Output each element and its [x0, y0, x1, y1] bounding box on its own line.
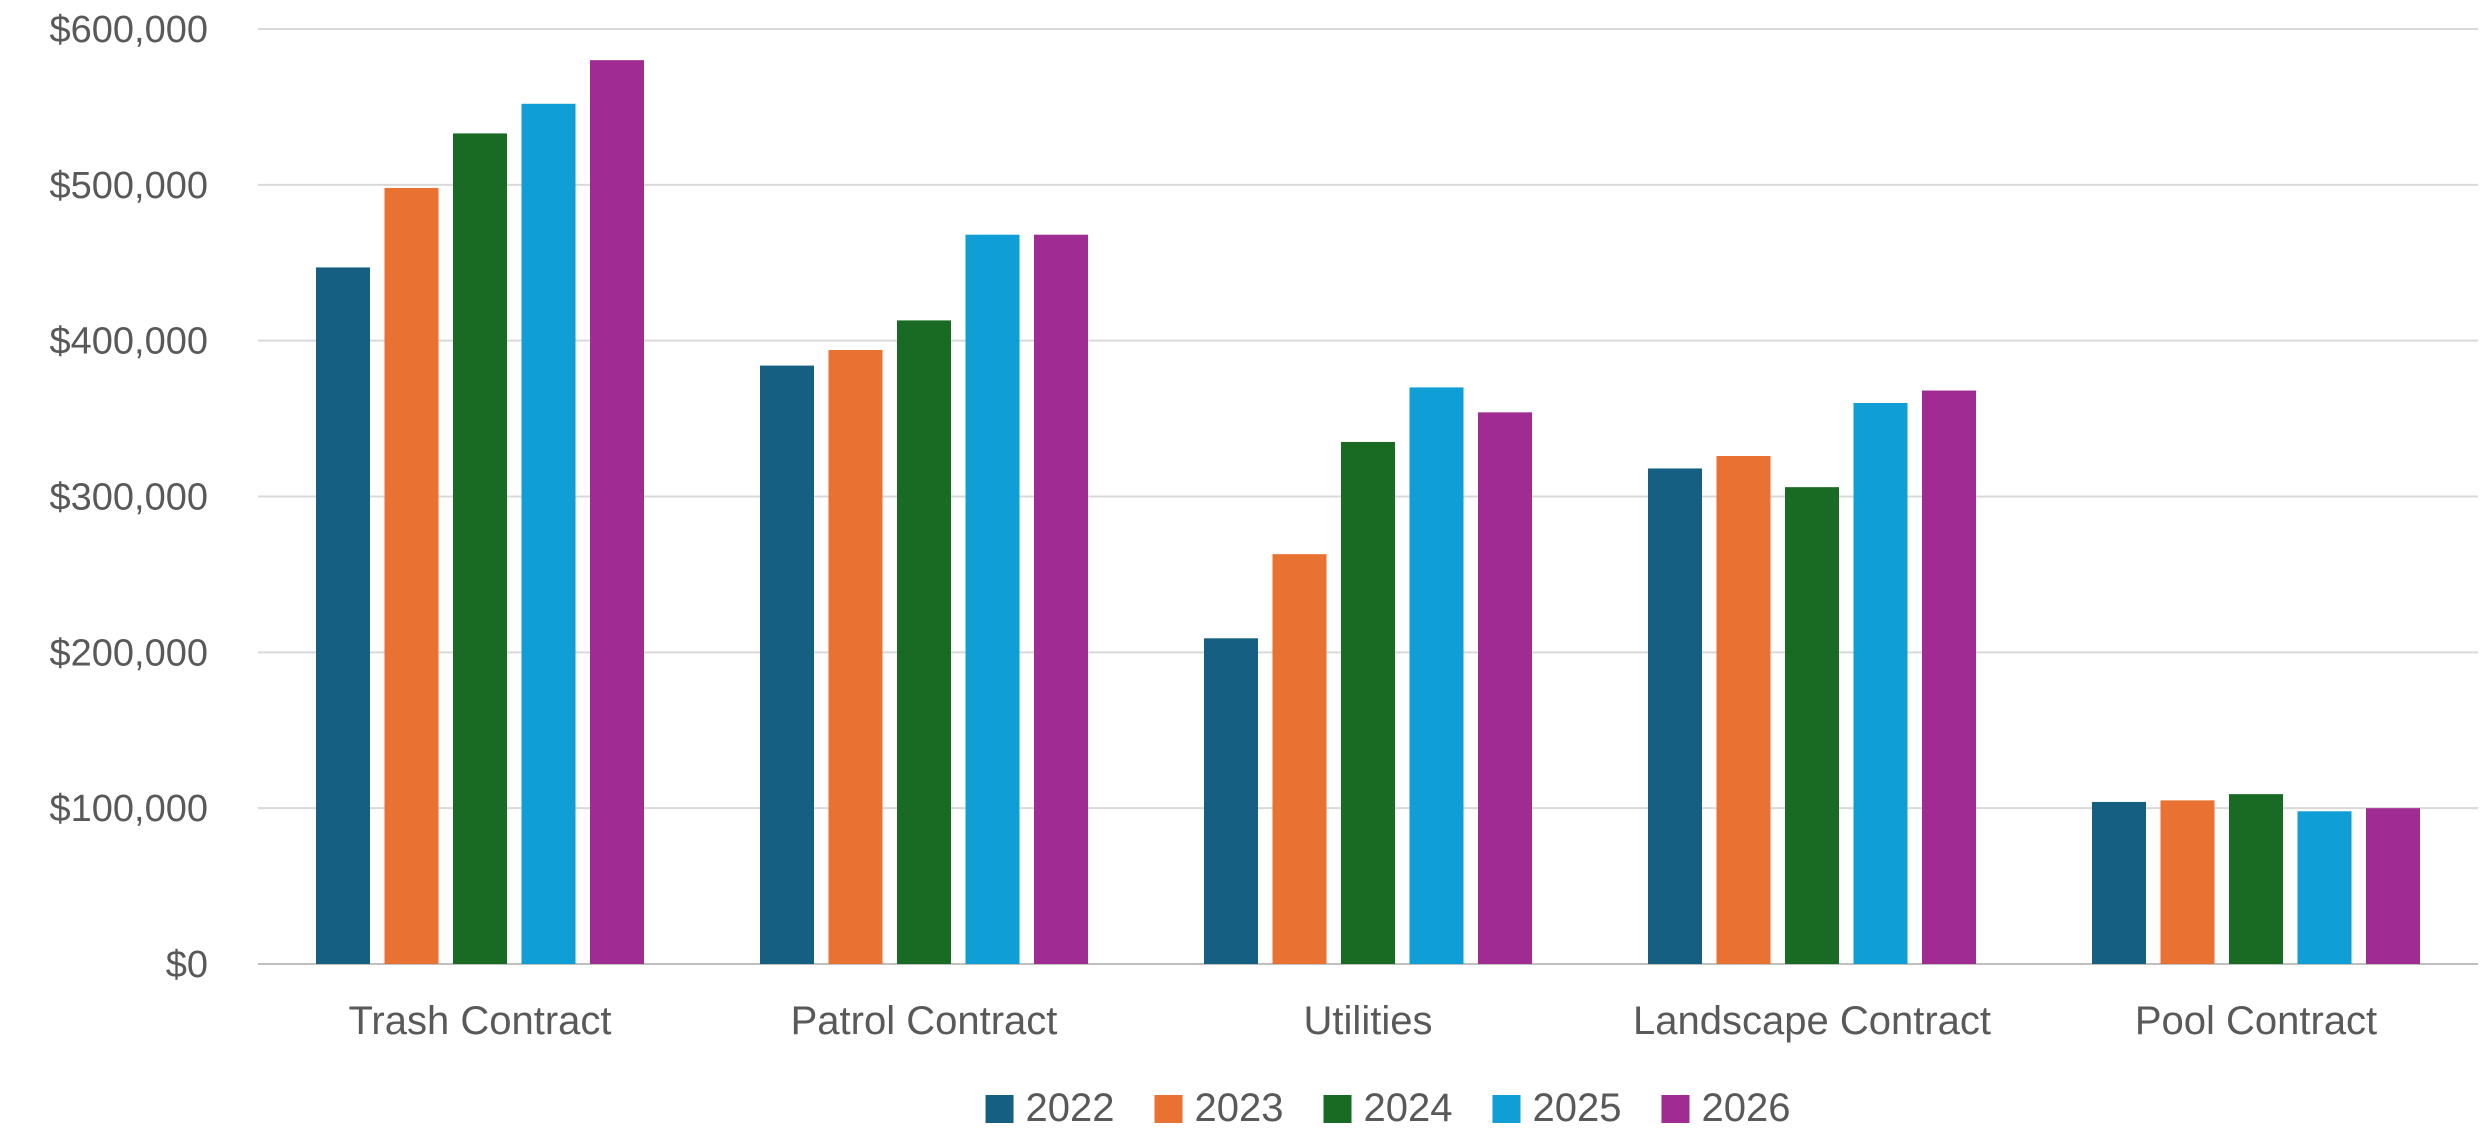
y-tick-label: $200,000 — [50, 632, 209, 674]
bar-2025-pool-contract — [2297, 811, 2352, 964]
y-axis-tick-labels: $0 $100,000 $200,000 $300,000 $400,000 $500,0… — [50, 9, 209, 986]
bar-2022-pool-contract — [2092, 801, 2146, 964]
y-tick-label: $500,000 — [50, 165, 209, 207]
bar-2023-utilities — [1272, 554, 1327, 964]
x-category-label: Patrol Contract — [791, 999, 1058, 1043]
bar-2024-trash-contract — [453, 133, 507, 965]
y-tick-label: $600,000 — [50, 9, 209, 51]
y-tick-label: $0 — [166, 944, 208, 986]
bar-2023-landscape-contract — [1716, 455, 1771, 964]
bar-2022-trash-contract — [316, 267, 370, 964]
x-axis-category-labels: Trash Contract Patrol Contract Utilities La… — [348, 999, 2377, 1043]
y-tick-label: $400,000 — [50, 321, 209, 363]
bar-2023-trash-contract — [384, 187, 439, 964]
bar-2026-patrol-contract — [1034, 234, 1088, 964]
bar-2022-patrol-contract — [760, 365, 814, 965]
bar-2024-patrol-contract — [897, 320, 951, 964]
legend-swatch-2023 — [1154, 1095, 1183, 1123]
bar-2025-utilities — [1409, 387, 1464, 965]
bar-2025-patrol-contract — [965, 234, 1020, 964]
legend-label: 2024 — [1364, 1086, 1453, 1130]
bar-2023-patrol-contract — [828, 350, 883, 964]
bar-2025-landscape-contract — [1853, 403, 1908, 964]
x-category-label: Pool Contract — [2135, 999, 2377, 1043]
x-category-label: Utilities — [1304, 999, 1433, 1043]
bar-2025-trash-contract — [521, 103, 576, 965]
legend-swatch-2026 — [1661, 1095, 1690, 1123]
legend-swatch-2024 — [1323, 1095, 1352, 1123]
y-tick-label: $100,000 — [50, 788, 209, 830]
legend-swatch-2025 — [1492, 1095, 1521, 1123]
legend: 2022 2023 2024 2025 2026 — [985, 1086, 1790, 1130]
bar-2024-utilities — [1341, 441, 1395, 964]
legend-label: 2022 — [1026, 1086, 1115, 1130]
x-category-label: Landscape Contract — [1633, 999, 1991, 1043]
bar-2022-landscape-contract — [1648, 468, 1702, 964]
legend-swatch-2022 — [985, 1095, 1014, 1123]
bar-2026-pool-contract — [2366, 808, 2420, 964]
y-tick-label: $300,000 — [50, 477, 209, 519]
bar-2022-utilities — [1204, 638, 1258, 964]
bars — [316, 60, 2420, 965]
bar-2026-trash-contract — [590, 60, 644, 964]
legend-label: 2023 — [1195, 1086, 1284, 1130]
bar-2024-pool-contract — [2229, 794, 2283, 964]
bar-2024-landscape-contract — [1785, 487, 1839, 964]
x-category-label: Trash Contract — [348, 999, 611, 1043]
bar-2026-landscape-contract — [1922, 390, 1976, 964]
legend-label: 2026 — [1701, 1086, 1790, 1130]
bar-2023-pool-contract — [2160, 800, 2215, 964]
legend-label: 2025 — [1532, 1086, 1621, 1130]
bar-2026-utilities — [1478, 412, 1532, 965]
